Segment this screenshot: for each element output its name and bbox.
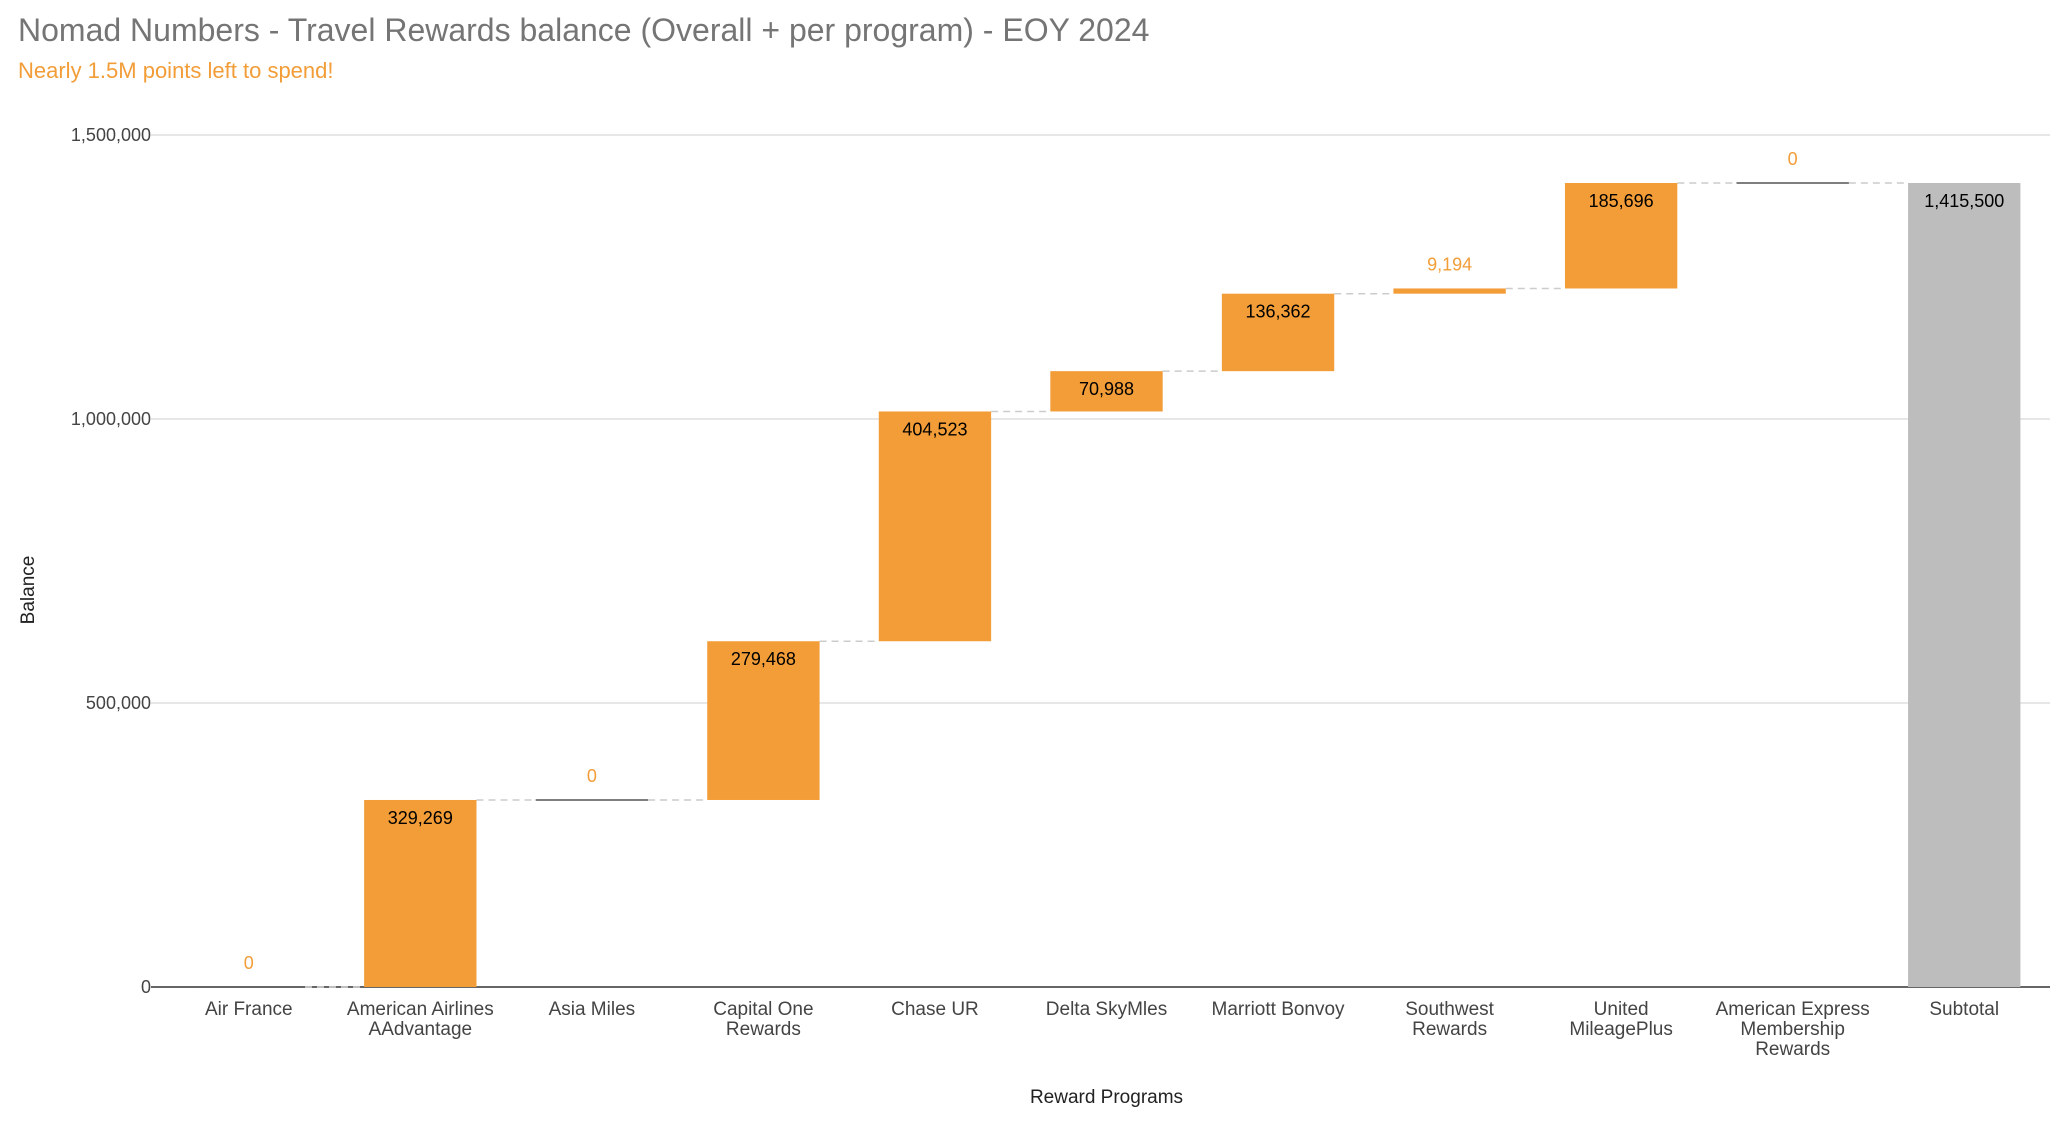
bar [707,641,820,800]
x-tick-label: United MileagePlus [1569,999,1673,1040]
y-axis-title: Balance [18,556,39,625]
bar [1393,288,1506,294]
data-label: 279,468 [731,649,796,669]
x-axis-title: Reward Programs [1030,1087,1183,1108]
bar [1221,293,1335,372]
x-tick-label: Marriott Bonvoy [1212,999,1346,1020]
chart-title: Nomad Numbers - Travel Rewards balance (… [18,12,1150,48]
subtotal-bar [1908,182,2021,988]
bar [1564,182,1678,289]
x-tick-label: American Airlines AAdvantage [347,999,494,1040]
chart-subtitle: Nearly 1.5M points left to spend! [18,58,334,83]
y-tick-label: 0 [141,977,151,997]
x-tick-label: Capital One Rewards [713,999,813,1040]
y-tick-label: 500,000 [86,693,151,713]
x-tick-label: Asia Miles [549,999,636,1020]
y-tick-label: 1,000,000 [71,409,151,429]
bar [878,411,992,642]
x-tick-label: Chase UR [891,999,979,1020]
data-label: 0 [244,953,254,973]
x-tick-label: Subtotal [1929,999,1999,1020]
y-tick-label: 1,500,000 [71,125,151,145]
x-tick-label: Delta SkyMles [1046,999,1167,1020]
x-tick-label: Air France [205,999,293,1020]
data-label: 1,415,500 [1924,191,2004,211]
data-label: 329,269 [388,808,453,828]
bar [1050,371,1163,412]
data-label: 70,988 [1079,379,1134,399]
data-label: 185,696 [1589,191,1654,211]
data-label: 136,362 [1246,302,1311,322]
x-tick-label: American Express Membership Rewards [1716,999,1870,1060]
data-label: 9,194 [1427,254,1472,274]
bar [364,799,477,987]
data-label: 0 [1788,149,1798,169]
data-label: 404,523 [902,419,967,439]
data-label: 0 [587,766,597,786]
x-tick-label: Southwest Rewards [1405,999,1494,1040]
